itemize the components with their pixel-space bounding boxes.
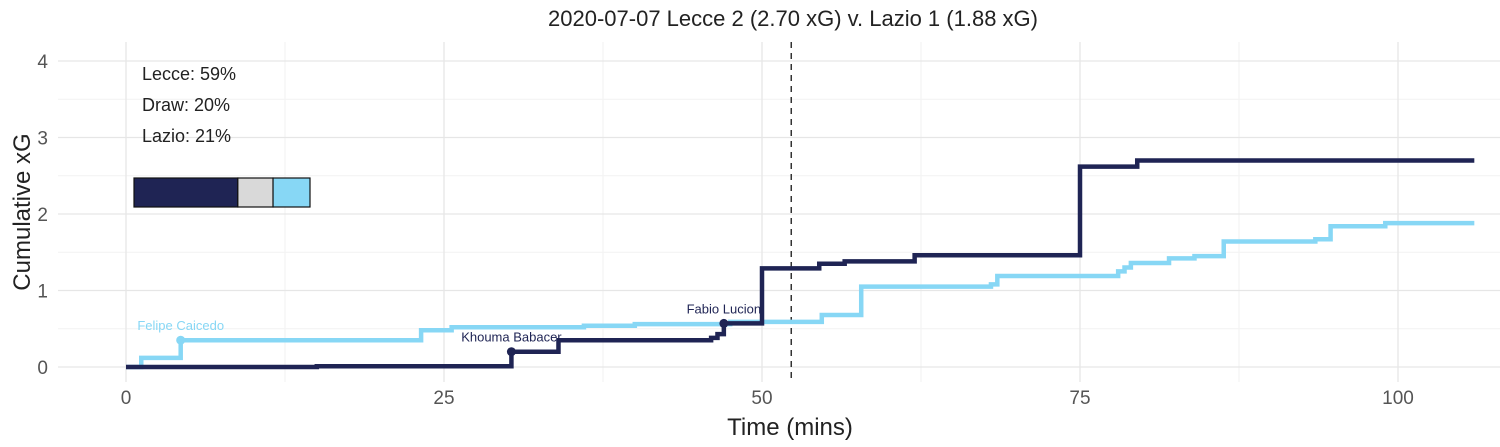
x-tick-label: 0 xyxy=(121,388,132,409)
goal-marker xyxy=(506,347,516,357)
x-tick-label: 75 xyxy=(1069,388,1090,409)
y-tick-label: 4 xyxy=(37,52,48,73)
y-tick-label: 3 xyxy=(37,129,48,150)
x-axis-label: Time (mins) xyxy=(727,414,853,441)
x-tick-label: 100 xyxy=(1382,388,1414,409)
y-axis-label: Cumulative xG xyxy=(9,133,36,290)
goal-scorer-label: Fabio Lucion xyxy=(687,301,761,316)
win-probability-label: Lecce: 59% xyxy=(142,64,236,84)
chart-title: 2020-07-07 Lecce 2 (2.70 xG) v. Lazio 1 … xyxy=(548,6,1038,31)
x-tick-label: 25 xyxy=(433,388,454,409)
goal-scorer-label: Felipe Caicedo xyxy=(137,318,224,333)
series-line-lecce xyxy=(126,158,1475,370)
y-tick-label: 0 xyxy=(37,358,48,379)
y-tick-label: 2 xyxy=(37,205,48,226)
win-probability-label: Lazio: 21% xyxy=(142,126,231,146)
goal-marker xyxy=(719,318,729,328)
x-tick-label: 50 xyxy=(751,388,772,409)
probability-bar-segment xyxy=(272,177,311,208)
y-tick-label: 1 xyxy=(37,282,48,303)
win-probability-label: Draw: 20% xyxy=(142,95,230,115)
goal-scorer-label: Khouma Babacer xyxy=(461,330,562,345)
goal-marker xyxy=(176,335,186,345)
series-line-lazio xyxy=(126,220,1475,370)
probability-bar-segment xyxy=(133,177,239,208)
probability-bar-segment xyxy=(237,177,274,208)
